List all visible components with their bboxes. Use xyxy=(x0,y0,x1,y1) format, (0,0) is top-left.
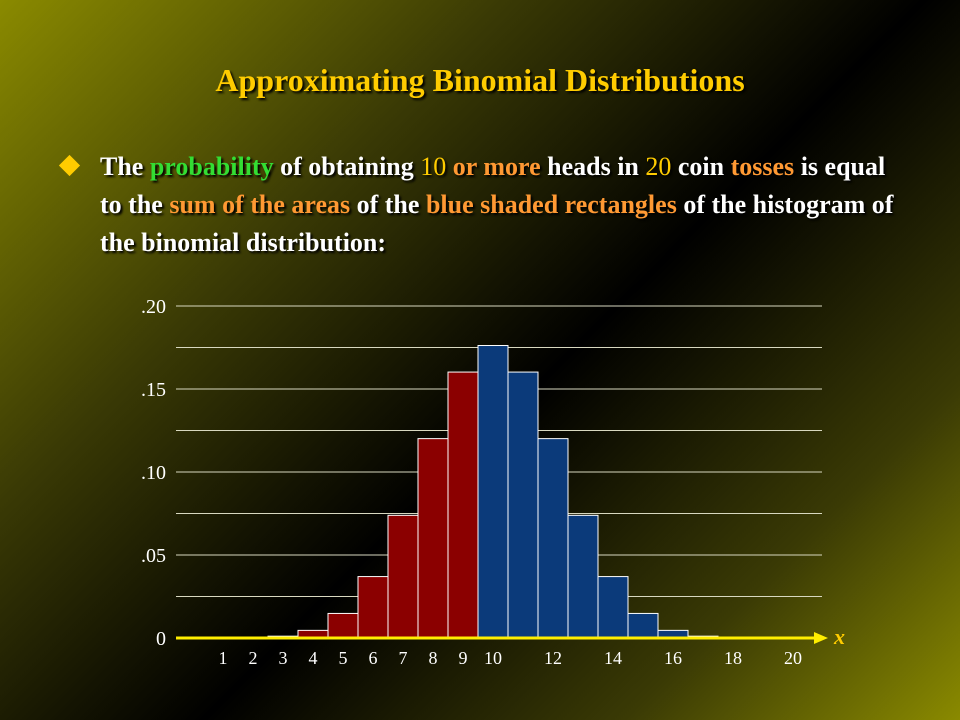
x-tick-label: 3 xyxy=(279,648,288,668)
x-tick-label: 1 xyxy=(219,648,228,668)
bullet-segment: is equal to the xyxy=(100,152,886,219)
bullet-segment: of obtaining xyxy=(273,152,421,181)
bullet-segment: of the histogram of the binomial distrib… xyxy=(100,190,894,257)
bullet-segment: sum of the areas xyxy=(169,190,351,219)
histogram-bar xyxy=(357,576,389,639)
histogram-bar xyxy=(447,371,479,639)
histogram-bar xyxy=(477,345,509,639)
x-tick-label: 7 xyxy=(399,648,408,668)
bullet-segment: or more xyxy=(452,152,541,181)
bullet-segment: The xyxy=(100,152,150,181)
slide-title: Approximating Binomial Distributions xyxy=(215,62,745,98)
histogram-bar xyxy=(567,514,599,639)
x-tick-label: 16 xyxy=(664,648,682,668)
bullet-segment: blue shaded rectangles xyxy=(425,190,677,219)
x-tick-label: 8 xyxy=(429,648,438,668)
histogram-bar xyxy=(387,514,419,639)
bullet-segment: 10 xyxy=(420,152,447,181)
bullet-segment: of the xyxy=(350,190,426,219)
x-tick-label: 10 xyxy=(484,648,502,668)
x-tick-label: 5 xyxy=(339,648,348,668)
x-tick-label: 6 xyxy=(369,648,378,668)
y-tick-label: .15 xyxy=(141,379,166,401)
bullet-segment: tosses xyxy=(730,152,795,181)
y-tick-label: .20 xyxy=(141,296,166,318)
x-tick-label: 9 xyxy=(459,648,468,668)
histogram-bar xyxy=(507,371,539,639)
bullet-segment: coin xyxy=(671,152,731,181)
x-tick-label: 12 xyxy=(544,648,562,668)
y-tick-label: 0 xyxy=(156,628,166,650)
x-tick-label: 14 xyxy=(604,648,622,668)
histogram-bar xyxy=(417,438,449,639)
y-tick-label: .10 xyxy=(141,462,166,484)
x-tick-label: 20 xyxy=(784,648,802,668)
x-tick-label: 2 xyxy=(249,648,258,668)
histogram-bar xyxy=(327,612,359,639)
histogram-bar xyxy=(597,576,629,639)
x-tick-label: 4 xyxy=(309,648,318,668)
bullet-text: The probability of obtaining 10 or more … xyxy=(100,148,902,262)
histogram-bar xyxy=(537,438,569,639)
x-axis-arrow-icon xyxy=(814,632,828,644)
x-tick-label: 18 xyxy=(724,648,742,668)
bullet-segment: 20 xyxy=(645,152,672,181)
bullet-point: The probability of obtaining 10 or more … xyxy=(58,148,902,262)
bullet-segment: probability xyxy=(149,152,274,181)
x-axis-label: x xyxy=(833,624,845,649)
y-tick-label: .05 xyxy=(141,545,166,567)
bullet-segment: heads in xyxy=(540,152,646,181)
histogram-bar xyxy=(627,612,659,639)
